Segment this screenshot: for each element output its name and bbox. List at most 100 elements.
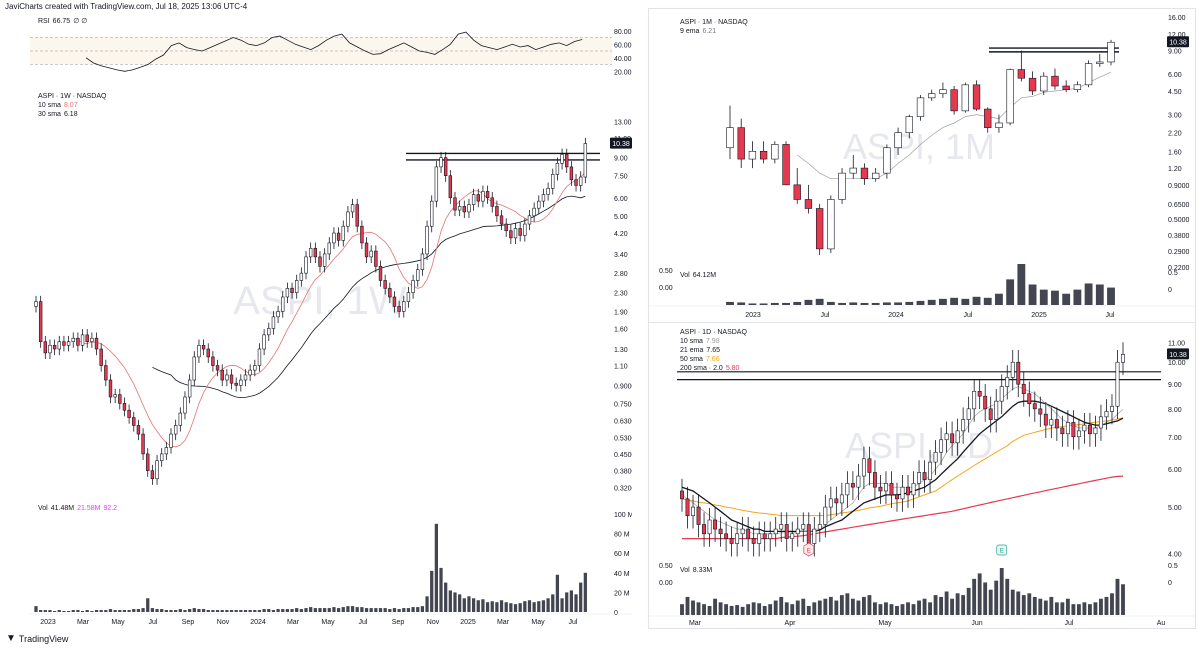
weekly-candle-up — [369, 250, 373, 258]
daily-chart-panel[interactable]: ASPI, 1D 11.00 10.00 9.00 8.00 7.00 6.00 5.00 4.… — [648, 322, 1197, 629]
daily-volume-bar — [950, 598, 955, 615]
monthly-candle-down — [1017, 69, 1026, 79]
weekly-volume-bar — [467, 596, 471, 612]
daily-volume-bar — [729, 605, 734, 615]
daily-candle-up — [861, 458, 866, 477]
monthly-chart-panel[interactable]: ASPI, 1M 16.00 12.00 9.00 6.00 4.50 3.00 2.20 1.… — [648, 8, 1197, 323]
daily-watermark: ASPI, 1D — [845, 425, 993, 466]
weekly-candle-up — [248, 369, 252, 376]
daily-candle-up — [1115, 361, 1120, 407]
daily-candle-up — [1065, 422, 1070, 435]
weekly-candle-up — [560, 154, 564, 164]
monthly-volume-bar — [726, 301, 734, 305]
weekly-price-tick: 2.30 — [614, 291, 628, 298]
weekly-price-tick: 0.3200 — [614, 486, 632, 493]
weekly-volume-bar — [188, 609, 192, 612]
daily-volume-bar — [718, 602, 723, 615]
weekly-candle-down — [220, 369, 224, 381]
weekly-volume-bar — [201, 609, 206, 612]
daily-candle-down — [1027, 393, 1032, 404]
weekly-candle-down — [150, 470, 155, 480]
daily-last-price: 10.38 — [1169, 352, 1187, 359]
weekly-price-tick: 1.30 — [614, 347, 628, 354]
weekly-volume-bar — [113, 610, 117, 612]
daily-volume-bar — [1054, 602, 1059, 615]
daily-volume-legend: Vol 8.33M — [680, 567, 713, 574]
weekly-volume-bar — [174, 610, 178, 612]
monthly-volume-bar — [826, 301, 835, 305]
weekly-candle-down — [443, 157, 448, 177]
daily-candle-down — [751, 538, 756, 544]
weekly-chart-panel[interactable]: ASPI, 1W80.0060.0040.0020.001013.0011.00… — [30, 14, 632, 629]
weekly-volume-bar — [57, 610, 61, 612]
earnings-past-label: E — [807, 549, 811, 555]
daily-volume-bar — [1027, 593, 1032, 615]
weekly-candle-up — [267, 328, 271, 336]
weekly-volume-bar — [411, 607, 415, 612]
weekly-30sma-line — [152, 195, 586, 399]
weekly-volume-bar — [80, 611, 85, 612]
daily-volume-bar — [1121, 584, 1125, 615]
earnings-past-icon — [803, 542, 815, 557]
weekly-volume-bar — [565, 592, 569, 612]
monthly-candle-down — [815, 208, 824, 250]
weekly-volume-bar — [71, 610, 75, 612]
weekly-candle-down — [136, 425, 141, 435]
daily-candle-up — [900, 486, 905, 500]
weekly-candle-down — [569, 166, 574, 181]
daily-symbol-legend: ASPI · 1D · NASDAQ 10 sma 7.98 21 ema 7.65… — [680, 329, 747, 372]
monthly-volume-bar — [759, 303, 768, 305]
daily-volume-bar — [724, 604, 729, 615]
daily-candle-up — [707, 519, 712, 535]
daily-volume-bar — [751, 602, 756, 615]
daily-volume-bar — [757, 603, 762, 615]
weekly-time-tick: Mar — [77, 619, 90, 626]
monthly-price-tick: 9.00 — [1168, 49, 1182, 56]
daily-volume-bar — [1082, 602, 1087, 615]
weekly-volume-tick: 60 M — [614, 551, 630, 558]
weekly-candle-down — [318, 256, 322, 267]
daily-candle-up — [1104, 411, 1109, 418]
daily-candle-up — [1110, 405, 1114, 412]
weekly-candle-down — [509, 230, 513, 239]
weekly-candle-up — [537, 200, 541, 209]
weekly-volume-bar — [206, 610, 210, 612]
daily-candle-down — [718, 528, 723, 535]
monthly-volume-bar — [804, 299, 813, 305]
daily-candle-down — [680, 490, 684, 500]
daily-volume-bar — [922, 598, 927, 615]
daily-volume-bar — [972, 578, 977, 615]
weekly-volume-bar — [90, 611, 94, 612]
weekly-volume-bar — [225, 610, 229, 612]
daily-candle-up — [740, 528, 745, 535]
weekly-time-tick: 2024 — [250, 619, 266, 626]
weekly-candle-down — [132, 417, 136, 426]
daily-candle-up — [845, 483, 850, 496]
monthly-candle-up — [939, 89, 947, 94]
monthly-candle-down — [804, 199, 813, 209]
daily-volume-bar — [994, 580, 999, 615]
weekly-time-tick: Nov — [217, 619, 230, 626]
monthly-volume-bar — [871, 302, 880, 305]
daily-volume-bar — [696, 602, 701, 615]
monthly-watermark: ASPI, 1M — [843, 126, 995, 167]
daily-candle-up — [1121, 354, 1125, 363]
daily-price-tick: 4.00 — [1168, 552, 1182, 559]
weekly-candle-down — [52, 344, 57, 350]
weekly-candle-up — [57, 341, 61, 350]
weekly-volume-bar — [150, 608, 155, 612]
daily-candle-up — [812, 528, 817, 544]
weekly-candle-up — [66, 341, 71, 346]
tradingview-logo-icon: ▼ — [6, 633, 16, 644]
weekly-candle-down — [355, 204, 359, 227]
weekly-candle-down — [38, 301, 43, 342]
monthly-candle-up — [928, 93, 936, 99]
monthly-volume-right-tick: 0.5 — [1168, 270, 1178, 277]
weekly-candle-up — [192, 356, 196, 381]
daily-volume-left-tick: 0.00 — [659, 580, 673, 587]
weekly-candle-up — [71, 337, 75, 342]
daily-candle-down — [1043, 413, 1048, 426]
weekly-price-tick: 1.10 — [614, 364, 628, 371]
monthly-volume-bar — [927, 299, 936, 305]
daily-candle-down — [685, 498, 690, 516]
